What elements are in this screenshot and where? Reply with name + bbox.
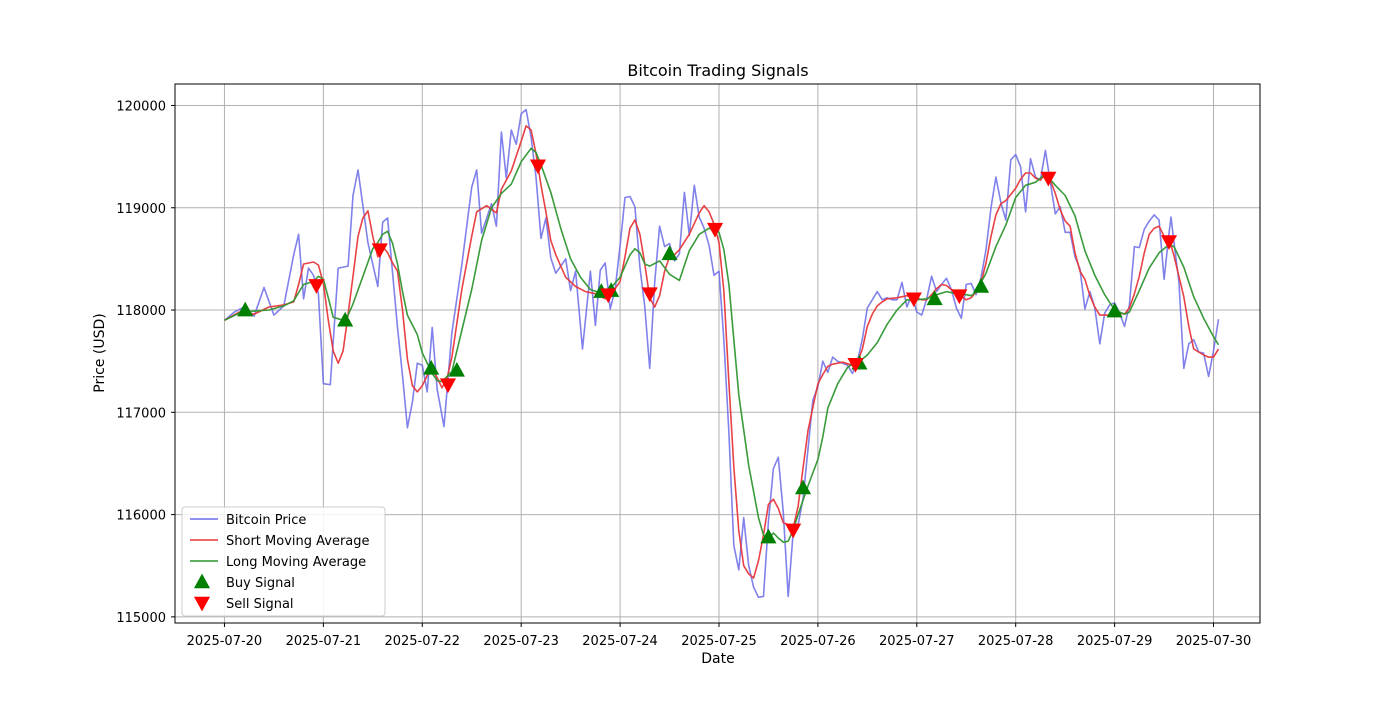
x-tick-label: 2025-07-29 [1077, 634, 1153, 649]
y-tick-label: 117000 [116, 406, 166, 421]
x-tick-label: 2025-07-26 [780, 634, 856, 649]
legend-swatch-buy-signal [193, 573, 211, 589]
x-axis-label: Date [701, 651, 734, 667]
sell-signal-marker [706, 222, 724, 238]
legend-box [181, 506, 386, 617]
sell-signal-marker [951, 289, 968, 305]
sell-signal-marker [1160, 235, 1178, 250]
legend-label-long-moving-average: Long Moving Average [226, 555, 366, 570]
sell-signal-marker [600, 288, 617, 304]
signal-markers [237, 159, 1178, 544]
buy-signal-marker [760, 528, 777, 544]
y-tick-label: 118000 [116, 304, 166, 319]
gridlines [175, 84, 1260, 623]
y-tick-label: 120000 [116, 99, 166, 114]
sell-signal-marker [529, 159, 547, 175]
axis-ticks: 2025-07-20 2025-07-21 2025-07-22 2025-07-23… [116, 99, 1251, 649]
legend-label-bitcoin-price: Bitcoin Price [226, 513, 306, 528]
sell-signal-marker [371, 243, 388, 259]
legend: Bitcoin Price Short Moving Average Long Mo… [181, 506, 386, 617]
x-tick-label: 2025-07-23 [483, 634, 559, 649]
sell-signal-marker [905, 292, 922, 308]
chart-title: Bitcoin Trading Signals [627, 61, 808, 80]
buy-signal-marker [448, 361, 465, 377]
y-tick-label: 115000 [116, 611, 166, 626]
x-tick-label: 2025-07-28 [978, 634, 1054, 649]
buy-signal-marker [973, 278, 990, 293]
y-axis-label: Price (USD) [92, 313, 108, 392]
buy-signal-marker [337, 311, 354, 327]
buy-signal-marker [237, 301, 254, 317]
sell-signal-marker [308, 279, 325, 294]
x-tick-label: 2025-07-20 [187, 634, 263, 649]
sell-signal-marker [641, 287, 658, 303]
sell-signal-marker [785, 523, 802, 539]
legend-label-buy-signal: Buy Signal [226, 576, 295, 591]
buy-signal-marker [1106, 302, 1123, 318]
sell-signal-marker [439, 378, 457, 394]
short-moving-average-line [224, 125, 1220, 579]
sell-signal-marker [847, 357, 864, 373]
buy-signal-marker [661, 245, 678, 261]
y-tick-label: 119000 [116, 202, 166, 217]
x-tick-label: 2025-07-30 [1176, 634, 1252, 649]
legend-label-short-moving-average: Short Moving Average [226, 534, 370, 549]
buy-signal-marker [795, 479, 812, 495]
y-tick-label: 116000 [116, 509, 166, 524]
plot-frame [174, 83, 1261, 624]
sell-signal-marker [1040, 171, 1057, 187]
x-tick-label: 2025-07-21 [286, 634, 362, 649]
legend-label-sell-signal: Sell Signal [226, 597, 294, 612]
buy-signal-marker [423, 359, 440, 375]
x-tick-label: 2025-07-27 [879, 634, 955, 649]
x-tick-label: 2025-07-25 [681, 634, 757, 649]
legend-swatch-sell-signal [193, 596, 211, 612]
x-tick-label: 2025-07-24 [582, 634, 658, 649]
bitcoin-price-line [223, 108, 1220, 599]
x-tick-label: 2025-07-22 [384, 634, 460, 649]
buy-signal-marker [926, 290, 943, 306]
